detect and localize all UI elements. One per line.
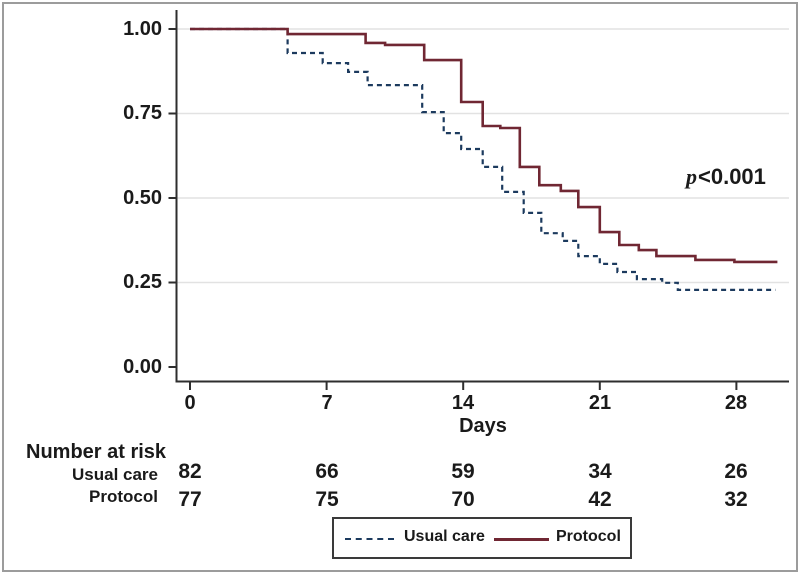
legend-protocol-line-sample [494,538,549,541]
p-value-annotation: p<0.001 [686,166,766,188]
x-axis-title: Days [459,415,507,437]
legend-label-usual-care: Usual care [404,528,485,545]
p-symbol: p [686,164,697,189]
x-tick-label-28: 28 [724,392,748,414]
risk-value: 42 [588,488,612,511]
risk-value: 59 [451,460,475,483]
y-tick-label-0.25: 0.25 [123,271,162,293]
risk-value: 77 [178,488,202,511]
risk-value: 26 [724,460,748,483]
legend-label-protocol: Protocol [556,528,621,545]
risk-value: 82 [178,460,202,483]
x-tick-label-14: 14 [451,392,475,414]
y-tick-label-0.75: 0.75 [123,102,162,124]
y-tick-label-0.00: 0.00 [123,356,162,378]
risk-row-label-usual-care: Usual care [72,465,158,484]
risk-value: 32 [724,488,748,511]
legend-box: Usual care Protocol [332,517,632,559]
risk-value: 66 [315,460,339,483]
y-tick-label-1.00: 1.00 [123,18,162,40]
x-tick-label-0: 0 [184,392,196,414]
protocol-survival-curve [190,27,778,264]
risk-value: 75 [315,488,339,511]
x-tick-label-21: 21 [588,392,612,414]
legend-usual-care-line-sample [345,538,394,540]
risk-row-label-protocol: Protocol [89,487,158,506]
y-tick-label-0.50: 0.50 [123,187,162,209]
risk-value: 34 [588,460,612,483]
x-tick-label-7: 7 [321,392,333,414]
p-value-text: <0.001 [698,164,766,189]
usual-care-survival-curve [190,27,776,291]
risk-value: 70 [451,488,475,511]
risk-table-title: Number at risk [26,441,167,463]
